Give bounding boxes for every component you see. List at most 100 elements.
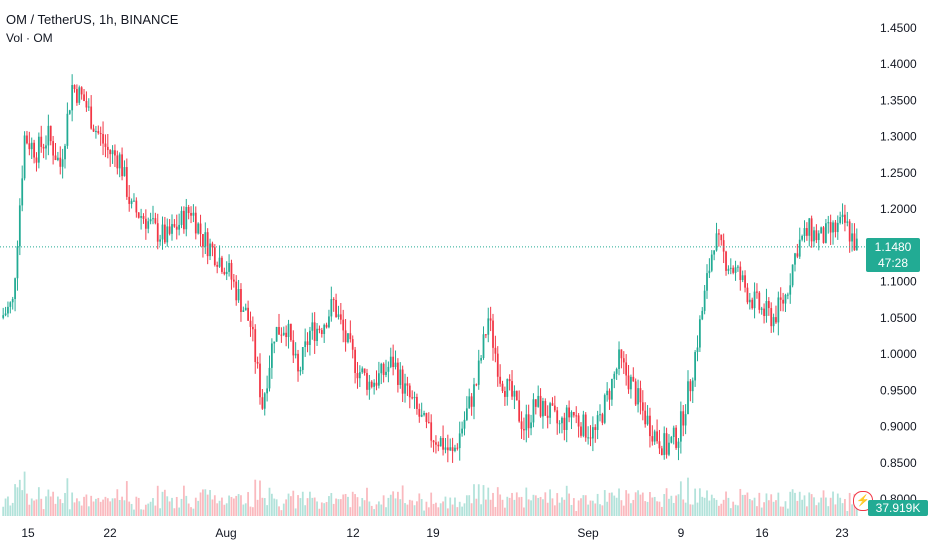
volume-indicator-label[interactable]: Vol · OM: [6, 31, 53, 45]
candle-body: [380, 363, 383, 374]
volume-bar: [632, 499, 635, 516]
candle-body: [561, 417, 563, 424]
volume-bar: [449, 497, 452, 516]
candle-body: [109, 150, 112, 155]
candle-body: [249, 320, 252, 327]
candle-body: [703, 290, 706, 311]
candle-body: [323, 324, 326, 335]
candle-body: [572, 412, 575, 416]
candle-body: [235, 281, 238, 301]
candle-body: [584, 414, 587, 438]
candle-body: [23, 135, 26, 179]
volume-bar: [21, 490, 24, 516]
candle-body: [675, 427, 677, 448]
volume-bar: [204, 489, 207, 516]
price-axis[interactable]: 1.45001.40001.35001.30001.25001.20001.15…: [880, 21, 917, 506]
volume-bar: [144, 504, 147, 516]
volume-bar: [608, 492, 611, 516]
candle-body: [492, 320, 494, 348]
volume-bar: [330, 493, 333, 516]
volume-bar: [56, 496, 59, 516]
candle-body: [454, 447, 456, 451]
candle-body: [534, 399, 537, 407]
candle-body: [844, 214, 846, 223]
candle-body: [570, 412, 573, 418]
volume-bar: [687, 477, 689, 516]
volume-bar: [171, 497, 173, 516]
volume-bar: [178, 507, 181, 516]
bar-countdown: 47:28: [877, 255, 909, 270]
candle-body: [520, 421, 523, 430]
volume-bar: [561, 497, 563, 516]
volume-bar: [106, 498, 109, 516]
volume-bar: [682, 499, 685, 516]
volume-bar: [549, 489, 551, 516]
volume-bar: [430, 492, 433, 516]
volume-bar: [377, 501, 380, 516]
volume-bar: [399, 499, 402, 516]
candle-body: [477, 360, 480, 385]
volume-bar: [156, 485, 159, 516]
volume-bar: [492, 492, 494, 516]
candle-body: [672, 427, 675, 438]
volume-bar: [468, 495, 471, 516]
candle-body: [73, 85, 76, 90]
volume-bar: [644, 501, 647, 516]
volume-bar: [649, 492, 651, 516]
candle-body: [76, 89, 78, 103]
lightning-icon[interactable]: ⚡: [853, 491, 873, 511]
volume-bar: [484, 499, 487, 516]
candle-body: [397, 362, 399, 385]
candle-body: [627, 375, 630, 390]
candle-body: [163, 224, 166, 243]
candle-body: [779, 297, 782, 300]
candle-body: [551, 403, 554, 406]
volume-bar: [45, 496, 47, 516]
volume-bar: [78, 501, 81, 516]
volume-bar: [242, 504, 245, 516]
candle-body: [80, 87, 83, 95]
candle-body: [587, 437, 590, 439]
volume-bar: [192, 508, 195, 516]
volume-bar: [140, 509, 142, 516]
volume-bar: [273, 498, 276, 516]
candle-body: [309, 330, 311, 345]
candle-body: [137, 212, 140, 218]
candle-body: [660, 448, 663, 455]
volume-bar: [461, 506, 463, 516]
volume-bar: [366, 487, 368, 516]
volume-bar: [287, 493, 290, 516]
volume-bar: [722, 499, 725, 516]
volume-bar: [225, 503, 228, 516]
candle-body: [439, 438, 442, 447]
volume-bar: [183, 485, 185, 516]
candle-body: [722, 240, 725, 252]
time-axis[interactable]: 15 22 Aug 12 19 Sep 9 16 23: [21, 526, 849, 540]
time-tick-label: 19: [426, 526, 440, 540]
candle-body: [817, 233, 820, 241]
candle-body: [328, 316, 330, 328]
candle-body: [406, 383, 409, 386]
candle-body: [846, 221, 849, 223]
volume-bar: [109, 501, 112, 516]
volume-bar: [335, 498, 337, 516]
candle-body: [95, 130, 97, 132]
symbol-name[interactable]: OM / TetherUS: [6, 12, 92, 27]
volume-bar: [280, 510, 283, 516]
volume-bar: [511, 492, 513, 516]
volume-bar: [848, 492, 851, 516]
volume-bar: [470, 503, 473, 516]
candle-body: [230, 263, 233, 280]
volume-bar: [703, 497, 706, 516]
volume-bar: [710, 494, 713, 516]
candle-body: [656, 431, 658, 442]
candle-body: [166, 226, 169, 243]
candle-body: [344, 330, 347, 343]
candle-body: [770, 308, 773, 327]
candle-body: [542, 401, 544, 417]
interval-label[interactable]: 1h: [98, 12, 114, 27]
volume-bar: [375, 504, 378, 516]
symbol-title[interactable]: OM / TetherUS, 1h, BINANCE: [6, 12, 179, 27]
